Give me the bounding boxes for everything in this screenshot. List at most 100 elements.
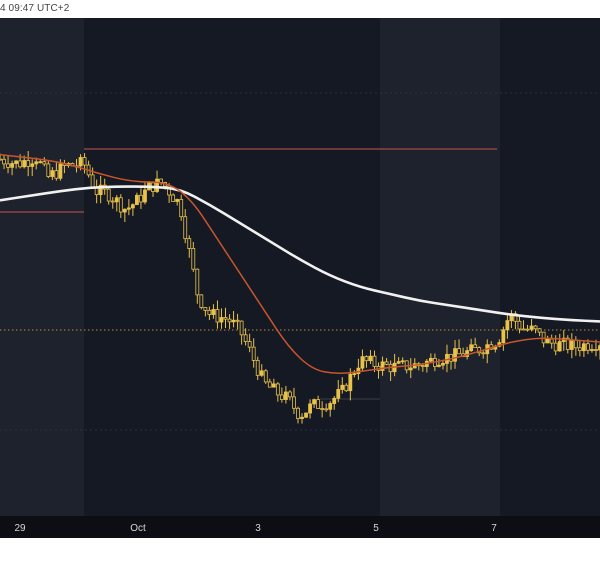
candle-body — [573, 339, 578, 349]
candle-body — [513, 313, 518, 322]
candle-body — [344, 384, 349, 392]
candle-body — [6, 163, 10, 168]
candle-body — [255, 359, 260, 376]
candle-body — [78, 157, 83, 167]
candle-body — [441, 362, 445, 366]
candle-body — [525, 328, 530, 331]
candle-body — [549, 338, 554, 344]
x-tick-label: 7 — [491, 523, 497, 534]
candle-body — [380, 361, 385, 371]
candle-body — [219, 317, 224, 323]
candle-body — [292, 396, 296, 409]
session-band-1 — [0, 18, 84, 516]
candle-body — [505, 320, 510, 331]
candle-body — [400, 360, 405, 363]
candle-body — [569, 339, 574, 350]
candle-body — [118, 197, 123, 213]
price-chart[interactable]: 29 Oct 3 5 7 — [0, 18, 600, 548]
candle-body — [90, 174, 95, 188]
candle-body — [296, 407, 300, 419]
candle-body — [271, 383, 276, 388]
candle-body — [594, 349, 598, 351]
candle-body — [50, 170, 55, 177]
candle-body — [191, 248, 196, 270]
candle-body — [135, 194, 139, 206]
candle-body — [469, 344, 474, 352]
candle-body — [58, 163, 63, 179]
candle-body — [231, 319, 236, 323]
candle-body — [187, 238, 192, 249]
candle-body — [328, 403, 333, 410]
grid-lines — [0, 92, 600, 431]
candle-body — [143, 189, 147, 203]
candle-body — [368, 355, 373, 362]
x-axis-ticks: 29 Oct 3 5 7 — [14, 523, 497, 534]
candle-body — [46, 163, 51, 177]
candle-body — [384, 361, 389, 365]
candle-body — [2, 158, 6, 165]
candle-body — [14, 160, 19, 164]
candle-body — [279, 394, 284, 400]
x-tick-label: Oct — [130, 523, 146, 534]
candle-body — [324, 408, 329, 411]
candle-body — [577, 347, 582, 352]
candle-body — [0, 158, 2, 161]
candle-body — [179, 199, 184, 218]
candle-body — [545, 338, 550, 344]
candle-body — [263, 370, 268, 383]
candle-body — [251, 346, 256, 361]
slow-moving-average-line — [0, 185, 600, 323]
candle-body — [227, 318, 232, 323]
candle-body — [581, 343, 586, 352]
candle-body — [235, 319, 240, 322]
candle-body — [465, 350, 470, 357]
top-bar: 4 09:47 UTC+2 — [0, 0, 600, 18]
candle-body — [122, 208, 127, 213]
candle-body — [130, 204, 135, 209]
candle-body — [521, 328, 526, 331]
candle-body — [557, 341, 562, 352]
candle-body — [42, 161, 47, 165]
candle-body — [155, 178, 159, 192]
candle-body — [533, 325, 538, 330]
candle-body — [364, 356, 369, 362]
candle-body — [267, 381, 272, 388]
candle-body — [332, 397, 337, 404]
candle-body — [312, 399, 316, 405]
candle-body — [304, 412, 308, 418]
candle-body — [239, 320, 244, 336]
fast-moving-average-line — [0, 153, 600, 374]
candle-body — [247, 341, 252, 348]
candle-body — [501, 329, 506, 343]
candle-body — [203, 307, 208, 311]
candle-body — [54, 170, 59, 179]
candle-body — [114, 197, 119, 203]
candle-body — [26, 160, 31, 167]
candle-body — [175, 199, 180, 202]
candle-body — [215, 309, 220, 323]
candle-body — [340, 384, 345, 390]
candle-body — [336, 389, 341, 399]
candle-body — [98, 184, 103, 196]
candle-body — [223, 317, 228, 320]
candle-body — [183, 216, 188, 240]
candle-body — [18, 160, 23, 168]
candle-body — [300, 416, 304, 419]
candle-body — [22, 160, 27, 168]
candle-body — [372, 355, 377, 367]
candle-body — [82, 157, 87, 166]
candle-body — [30, 163, 35, 167]
candle-body — [457, 348, 461, 355]
candle-body — [352, 373, 357, 375]
candle-body — [167, 185, 172, 196]
candle-body — [211, 309, 216, 315]
candle-body — [396, 361, 401, 364]
candle-body — [316, 399, 321, 409]
candle-body — [590, 349, 594, 351]
candle-body — [517, 320, 522, 330]
candle-body — [139, 194, 143, 203]
candle-body — [481, 352, 486, 355]
candle-body — [126, 207, 131, 210]
candle-body — [529, 325, 534, 330]
candle-body — [34, 161, 39, 165]
